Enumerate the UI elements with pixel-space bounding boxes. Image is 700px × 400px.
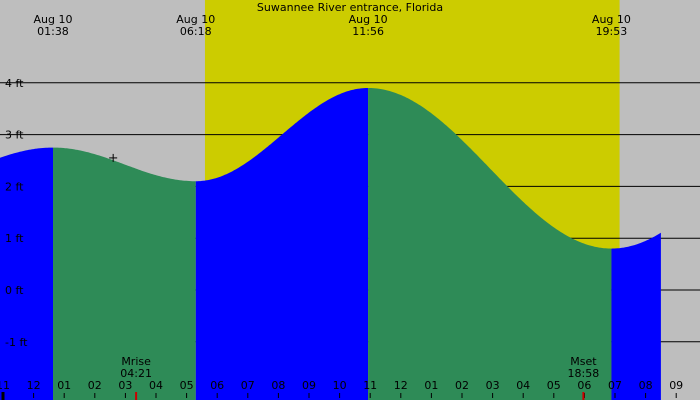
hour-tick-label: 08 (639, 379, 653, 392)
hour-tick-label: 07 (241, 379, 255, 392)
y-tick-label: 4 ft (5, 77, 24, 90)
moon-event-label: Mset (570, 355, 597, 368)
event-time-label: 19:53 (596, 25, 628, 38)
event-time-label: 11:56 (352, 25, 384, 38)
moon-event-time: 04:21 (120, 367, 152, 380)
hour-tick-label: 01 (57, 379, 71, 392)
moon-event-time: 18:58 (568, 367, 600, 380)
falling-tide-area (368, 88, 612, 400)
y-tick-label: 3 ft (5, 129, 24, 142)
event-time-label: 06:18 (180, 25, 212, 38)
event-date-label: Aug 10 (592, 13, 631, 26)
hour-tick-label: 11 (363, 379, 377, 392)
event-date-label: Aug 10 (349, 13, 388, 26)
hour-tick-label: 09 (302, 379, 316, 392)
hour-tick-label: 11 (0, 379, 10, 392)
y-tick-label: 2 ft (5, 180, 24, 193)
hour-tick-label: 04 (516, 379, 530, 392)
tide-layer (0, 88, 661, 400)
hour-tick-label: 12 (394, 379, 408, 392)
hour-tick-label: 03 (118, 379, 132, 392)
rising-tide-area (195, 88, 369, 400)
hour-tick-label: 08 (271, 379, 285, 392)
hour-tick-label: 09 (669, 379, 683, 392)
hour-tick-label: 05 (547, 379, 561, 392)
rising-tide-area (0, 147, 53, 400)
event-date-label: Aug 10 (33, 13, 72, 26)
hour-tick-label: 10 (333, 379, 347, 392)
chart-title: Suwannee River entrance, Florida (257, 1, 443, 14)
hour-tick-label: 02 (455, 379, 469, 392)
moon-event-label: Mrise (121, 355, 151, 368)
hour-tick-label: 05 (180, 379, 194, 392)
hour-tick-label: 07 (608, 379, 622, 392)
hour-tick-label: 04 (149, 379, 163, 392)
y-tick-label: 1 ft (5, 232, 24, 245)
falling-tide-area (53, 147, 196, 400)
current-time-marker (1, 392, 5, 400)
hour-tick-label: 02 (88, 379, 102, 392)
hour-tick-label: 06 (210, 379, 224, 392)
hour-tick-label: 03 (486, 379, 500, 392)
hour-tick-label: 06 (577, 379, 591, 392)
hour-tick-label: 12 (27, 379, 41, 392)
event-time-label: 01:38 (37, 25, 69, 38)
event-date-label: Aug 10 (176, 13, 215, 26)
y-tick-label: 0 ft (5, 284, 24, 297)
rising-tide-area (611, 232, 661, 400)
y-tick-label: -1 ft (5, 336, 28, 349)
hour-tick-label: 01 (424, 379, 438, 392)
